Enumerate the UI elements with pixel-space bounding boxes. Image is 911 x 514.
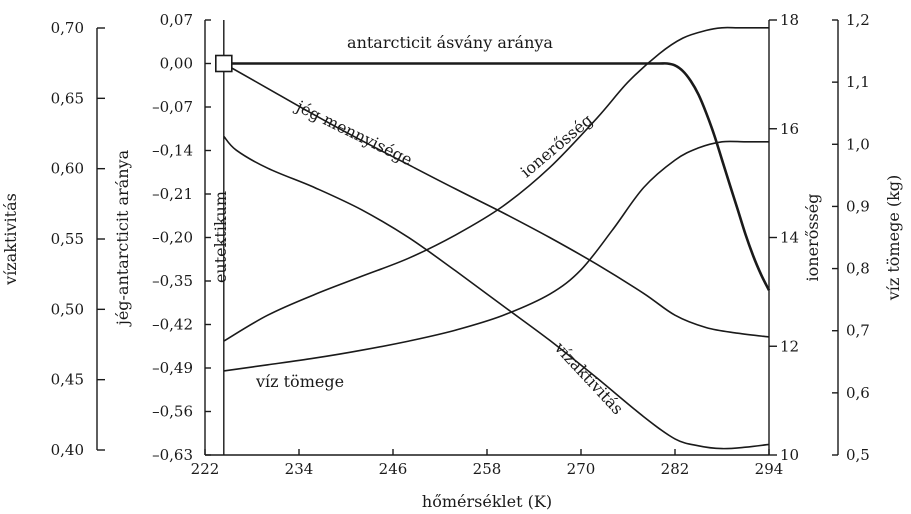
ionic-tick-label: 12 bbox=[780, 337, 799, 355]
eutectic-label: eutektikum bbox=[211, 191, 230, 283]
mass-tick-label: 1,1 bbox=[846, 73, 870, 91]
ratio-tick-label: –0,49 bbox=[152, 359, 193, 377]
activity-tick-label: 0,60 bbox=[51, 160, 84, 178]
mass-axis-title: víz tömege (kg) bbox=[884, 175, 903, 302]
series-label-ionerősség: ionerősség bbox=[517, 110, 597, 181]
series-line-jég-mennyisége bbox=[223, 62, 770, 338]
ratio-tick-label: –0,14 bbox=[152, 142, 193, 160]
ratio-tick-label: –0,21 bbox=[152, 185, 193, 203]
activity-tick-label: 0,70 bbox=[51, 19, 84, 37]
ionic-tick-label: 10 bbox=[780, 446, 799, 464]
ratio-tick-label: –0,35 bbox=[152, 272, 193, 290]
ratio-axis-title: jég-antarcticit aránya bbox=[113, 149, 132, 327]
mass-tick-label: 1,0 bbox=[846, 135, 870, 153]
x-tick-label: 270 bbox=[567, 460, 596, 478]
mass-tick-label: 0,6 bbox=[846, 384, 870, 402]
x-tick-label: 222 bbox=[191, 460, 220, 478]
ratio-tick-label: –0,07 bbox=[152, 98, 193, 116]
plot-area bbox=[215, 20, 771, 455]
x-tick-label: 234 bbox=[285, 460, 314, 478]
x-tick-label: 294 bbox=[755, 460, 784, 478]
ratio-tick-label: –0,63 bbox=[152, 446, 193, 464]
activity-tick-label: 0,55 bbox=[51, 230, 84, 248]
ionic-tick-label: 18 bbox=[780, 11, 799, 29]
ionic-tick-label: 14 bbox=[780, 229, 799, 247]
activity-axis-title: vízaktivitás bbox=[1, 193, 20, 286]
activity-tick-label: 0,40 bbox=[51, 441, 84, 459]
ratio-tick-label: –0,42 bbox=[152, 316, 193, 334]
series-line-ionerősség bbox=[223, 26, 769, 342]
ionic-axis-title: ionerősség bbox=[803, 194, 822, 282]
series-line-antarcticit-ásvány-aránya bbox=[223, 62, 771, 291]
series-line-víz-tömege bbox=[223, 140, 769, 372]
x-tick-label: 282 bbox=[661, 460, 690, 478]
ionic-tick-label: 16 bbox=[780, 120, 799, 138]
mass-tick-label: 0,5 bbox=[846, 446, 870, 464]
mass-tick-label: 0,7 bbox=[846, 322, 870, 340]
x-axis-title: hőmérséklet (K) bbox=[422, 492, 552, 511]
series-label-víz-tömege: víz tömege bbox=[255, 372, 344, 391]
start-marker-square bbox=[215, 54, 233, 73]
x-tick-label: 258 bbox=[473, 460, 502, 478]
activity-tick-label: 0,65 bbox=[51, 89, 84, 107]
series-line-vízaktivitás bbox=[223, 135, 770, 450]
activity-tick-label: 0,50 bbox=[51, 300, 84, 318]
activity-tick-label: 0,45 bbox=[51, 371, 84, 389]
axes-group: 222 234 246 258 270 282 294 hőmérséklet (K) 0,07… bbox=[1, 11, 903, 511]
mass-tick-label: 1,2 bbox=[846, 11, 870, 29]
series-label-jég-mennyisége: jég mennyisége bbox=[292, 96, 416, 169]
ratio-tick-label: –0,20 bbox=[152, 229, 193, 247]
ratio-tick-label: 0,07 bbox=[160, 11, 193, 29]
mass-tick-label: 0,9 bbox=[846, 197, 870, 215]
ratio-tick-label: –0,56 bbox=[152, 403, 193, 421]
x-tick-label: 246 bbox=[379, 460, 408, 478]
series-label-vízaktivitás: vízaktivitás bbox=[550, 338, 627, 419]
ratio-tick-label: 0,00 bbox=[160, 55, 193, 73]
mass-tick-label: 0,8 bbox=[846, 260, 870, 278]
series-label-antarcticit-ásvány-aránya: antarcticit ásvány aránya bbox=[347, 33, 553, 52]
